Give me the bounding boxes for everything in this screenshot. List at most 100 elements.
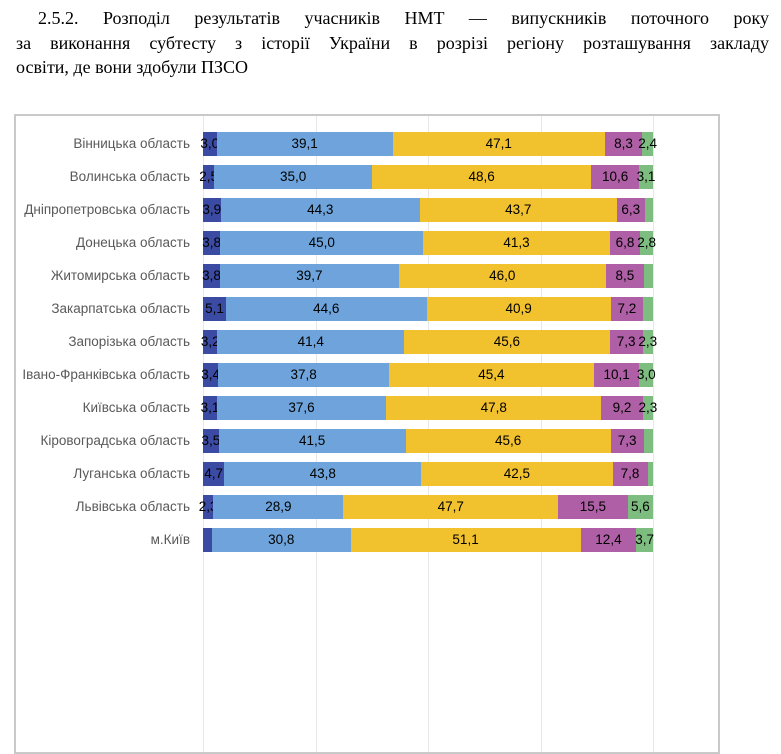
bar-segment-4: 7,8 <box>612 461 648 486</box>
segment-value-label: 43,7 <box>505 202 532 217</box>
category-label: Івано-Франківська область <box>22 367 190 382</box>
category-label: Київська область <box>82 400 190 415</box>
segment-value-label: 3,8 <box>202 268 221 283</box>
stacked-bar-chart: Вінницька область 3,0 39,1 47,1 8,3 2,4 Волинс… <box>14 114 720 754</box>
bar-segment-4: 12,4 <box>580 527 637 552</box>
bar-segment-3: 40,9 <box>426 296 611 321</box>
bar-segment-4: 6,3 <box>616 197 645 222</box>
stacked-bar: 2,5 35,0 48,6 10,6 3,1 <box>199 164 656 189</box>
bar-segment-1: 3,0 <box>200 131 219 156</box>
bar-segment-3: 51,1 <box>350 527 581 552</box>
segment-value-label: 7,3 <box>617 433 637 448</box>
bar-segment-3: 46,0 <box>398 263 606 288</box>
bar-segment-5 <box>644 263 653 288</box>
chart-row: Луганська область 4,7 43,8 42,5 7,8 <box>16 457 718 490</box>
stacked-bar: 5,1 44,6 40,9 7,2 <box>203 296 654 321</box>
section-title-line-2: за виконання субтесту з історії України … <box>16 32 769 53</box>
segment-value-label: 30,8 <box>268 532 295 547</box>
stacked-bar: 30,8 51,1 12,4 3,7 <box>203 527 655 552</box>
segment-value-label: 10,1 <box>603 367 630 382</box>
segment-value-label: 45,6 <box>493 334 521 349</box>
category-label: Запорізька область <box>68 334 190 349</box>
bar-segment-1: 2,5 <box>199 164 218 189</box>
segment-value-label: 47,7 <box>437 499 464 514</box>
bar-segment-1: 3,4 <box>201 362 221 387</box>
bar-segment-2: 41,5 <box>218 428 406 453</box>
stacked-bar: 3,1 37,6 47,8 9,2 2,3 <box>200 395 657 420</box>
chart-row: Вінницька область 3,0 39,1 47,1 8,3 2,4 <box>16 127 718 160</box>
bar-segment-5: 2,3 <box>638 395 657 420</box>
category-label: Житомирська область <box>50 268 190 283</box>
segment-value-label: 2,3 <box>638 400 658 415</box>
bar-segment-2: 37,6 <box>216 395 387 420</box>
bar-segment-1: 3,8 <box>202 263 221 288</box>
segment-value-label: 39,7 <box>296 268 323 283</box>
segment-value-label: 5,1 <box>205 301 224 316</box>
bar-segment-5: 3,0 <box>636 362 656 387</box>
bar-segment-3: 45,6 <box>405 428 611 453</box>
stacked-bar: 3,5 41,5 45,6 7,3 <box>201 428 653 453</box>
bar-segment-1: 3,1 <box>200 395 220 420</box>
bar-segment-4: 7,3 <box>609 329 643 354</box>
stacked-bar: 2,3 28,9 47,7 15,5 5,6 <box>199 494 653 519</box>
bar-segment-5: 2,3 <box>638 329 657 354</box>
chart-row: Івано-Франківська область 3,4 37,8 45,4 10,1… <box>16 358 718 391</box>
bar-segment-5: 5,6 <box>627 494 653 519</box>
segment-value-label: 2,3 <box>198 499 218 514</box>
chart-row: Кіровоградська область 3,5 41,5 45,6 7,3 <box>16 424 718 457</box>
bar-segment-2: 37,8 <box>218 362 389 387</box>
segment-value-label: 2,5 <box>199 169 219 184</box>
segment-value-label: 45,6 <box>494 433 522 448</box>
bar-segment-1: 5,1 <box>203 296 226 321</box>
segment-value-label: 47,8 <box>480 400 507 415</box>
bar-segment-3: 41,3 <box>423 230 610 255</box>
segment-value-label: 44,3 <box>307 202 334 217</box>
bar-segment-5: 3,1 <box>636 164 656 189</box>
segment-value-label: 51,1 <box>452 532 479 547</box>
stacked-bar: 3,8 45,0 41,3 6,8 2,8 <box>202 230 657 255</box>
segment-value-label: 4,7 <box>204 466 223 481</box>
bar-segment-1: 3,9 <box>202 197 221 222</box>
stacked-bar: 3,2 41,4 45,6 7,3 2,3 <box>201 329 657 354</box>
segment-value-label: 12,4 <box>595 532 622 547</box>
segment-value-label: 3,7 <box>635 532 655 547</box>
stacked-bar: 3,4 37,8 45,4 10,1 3,0 <box>201 362 656 387</box>
segment-value-label: 3,5 <box>201 433 221 448</box>
stacked-bar: 3,0 39,1 47,1 8,3 2,4 <box>200 131 657 156</box>
bar-segment-4: 15,5 <box>558 494 628 519</box>
stacked-bar: 4,7 43,8 42,5 7,8 <box>203 461 653 486</box>
bar-segment-3: 47,1 <box>392 131 605 156</box>
segment-value-label: 41,3 <box>503 235 530 250</box>
bar-segment-5 <box>647 461 653 486</box>
segment-value-label: 46,0 <box>489 268 516 283</box>
segment-value-label: 9,2 <box>612 400 632 415</box>
bar-segment-1: 3,2 <box>201 329 220 354</box>
section-title-line-1: 2.5.2. Розподіл результатів учасників НМ… <box>38 8 769 28</box>
bar-segment-2: 43,8 <box>224 461 422 486</box>
segment-value-label: 47,1 <box>485 136 512 151</box>
segment-value-label: 43,8 <box>309 466 336 481</box>
segment-value-label: 2,8 <box>637 235 657 250</box>
bar-segment-5: 2,8 <box>637 230 657 255</box>
segment-value-label: 35,0 <box>280 169 307 184</box>
segment-value-label: 7,3 <box>616 334 636 349</box>
bar-segment-2: 39,7 <box>220 263 399 288</box>
category-label: Львівська область <box>75 499 190 514</box>
segment-value-label: 45,0 <box>308 235 335 250</box>
segment-value-label: 3,1 <box>200 400 220 415</box>
segment-value-label: 15,5 <box>579 499 607 514</box>
chart-row: Дніпропетровська область 3,9 44,3 43,7 6,3 <box>16 193 718 226</box>
bar-segment-2: 44,6 <box>225 296 427 321</box>
segment-value-label: 3,4 <box>201 367 221 382</box>
bar-segment-2: 28,9 <box>213 494 344 519</box>
segment-value-label: 37,8 <box>290 367 317 382</box>
category-label: Кіровоградська область <box>40 433 190 448</box>
stacked-bar: 3,9 44,3 43,7 6,3 <box>202 197 653 222</box>
segment-value-label: 37,6 <box>288 400 315 415</box>
segment-value-label: 3,1 <box>636 169 656 184</box>
chart-rows: Вінницька область 3,0 39,1 47,1 8,3 2,4 Волинс… <box>16 116 718 556</box>
segment-value-label: 3,0 <box>636 367 656 382</box>
bar-segment-4: 10,1 <box>593 362 640 387</box>
category-label: Дніпропетровська область <box>24 202 190 217</box>
bar-segment-5 <box>643 296 654 321</box>
